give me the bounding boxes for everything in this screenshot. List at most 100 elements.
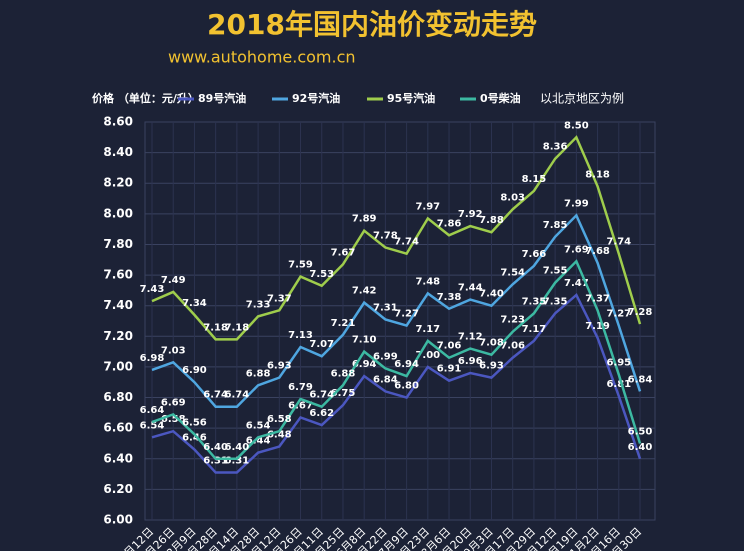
data-label: 6.64 — [140, 405, 165, 416]
data-label: 6.44 — [246, 436, 271, 447]
data-label: 7.00 — [415, 350, 440, 361]
y-tick-label: 7.60 — [103, 268, 133, 282]
data-label: 8.03 — [500, 192, 525, 203]
data-label: 6.58 — [161, 414, 186, 425]
data-label: 7.07 — [309, 339, 334, 350]
data-label: 6.93 — [479, 361, 504, 372]
data-label: 7.18 — [225, 322, 250, 333]
data-label: 6.58 — [267, 414, 292, 425]
y-tick-label: 7.80 — [103, 237, 133, 251]
data-label: 7.49 — [161, 275, 186, 286]
data-label: 7.42 — [352, 286, 377, 297]
data-label: 6.88 — [331, 368, 356, 379]
data-label: 6.31 — [225, 456, 250, 467]
y-tick-label: 7.20 — [103, 329, 133, 343]
data-label: 7.33 — [246, 299, 271, 310]
data-label: 6.80 — [394, 381, 419, 392]
data-label: 6.95 — [606, 358, 631, 369]
data-label: 6.54 — [140, 420, 165, 431]
data-label: 7.69 — [564, 244, 589, 255]
data-label: 7.40 — [479, 289, 504, 300]
data-label: 7.17 — [415, 324, 440, 335]
data-label: 7.18 — [203, 322, 228, 333]
data-label: 7.74 — [606, 237, 631, 248]
data-label: 7.06 — [500, 341, 525, 352]
chart-subtitle: www.autohome.com.cn — [168, 48, 356, 67]
data-label: 7.68 — [585, 246, 610, 257]
data-label: 7.27 — [606, 309, 631, 320]
data-label: 6.93 — [267, 361, 292, 372]
chart-title: 2018年国内油价变动走势 — [207, 8, 537, 41]
data-label: 7.27 — [394, 309, 419, 320]
data-label: 7.48 — [415, 276, 440, 287]
series-line — [151, 213, 642, 408]
data-label: 7.85 — [543, 220, 568, 231]
data-label: 7.37 — [267, 293, 292, 304]
legend-label: 92号汽油 — [292, 91, 340, 105]
data-label: 7.37 — [585, 293, 610, 304]
data-label: 6.50 — [628, 426, 653, 437]
data-label: 7.28 — [628, 307, 653, 318]
data-label: 6.99 — [373, 351, 398, 362]
data-label: 6.31 — [203, 456, 228, 467]
y-tick-label: 8.40 — [103, 145, 133, 159]
data-label: 7.92 — [458, 209, 483, 220]
data-label: 8.50 — [564, 120, 589, 131]
data-label: 7.44 — [458, 283, 483, 294]
y-tick-label: 6.20 — [103, 482, 133, 496]
y-tick-label: 7.00 — [103, 359, 133, 373]
data-label: 7.66 — [522, 249, 547, 260]
data-label: 6.74 — [203, 390, 228, 401]
data-label: 7.13 — [288, 330, 313, 341]
data-label: 7.23 — [500, 315, 525, 326]
data-label: 6.75 — [331, 388, 356, 399]
data-label: 7.19 — [585, 321, 610, 332]
data-label: 7.21 — [331, 318, 356, 329]
data-label: 6.94 — [352, 359, 377, 370]
data-label: 7.08 — [479, 338, 504, 349]
data-label: 6.94 — [394, 359, 419, 370]
data-label: 7.10 — [352, 335, 377, 346]
data-label: 7.43 — [140, 284, 165, 295]
data-label: 6.54 — [246, 420, 271, 431]
data-label: 6.98 — [140, 353, 165, 364]
data-label: 6.40 — [225, 442, 250, 453]
data-label: 7.47 — [564, 278, 589, 289]
legend-label: 95号汽油 — [387, 91, 435, 105]
data-label: 7.38 — [437, 292, 462, 303]
data-label: 6.79 — [288, 382, 313, 393]
data-label: 7.59 — [288, 260, 313, 271]
data-label: 7.35 — [522, 296, 547, 307]
legend-label: 89号汽油 — [198, 91, 246, 105]
data-label: 7.74 — [394, 237, 419, 248]
data-label: 6.84 — [373, 374, 398, 385]
data-label: 6.84 — [628, 374, 653, 385]
data-label: 7.03 — [161, 345, 186, 356]
data-label: 6.46 — [182, 433, 207, 444]
y-axis-label: 价格 （单位：元/升） — [92, 91, 199, 105]
y-tick-label: 8.20 — [103, 176, 133, 190]
data-label: 7.34 — [182, 298, 207, 309]
data-label: 6.40 — [628, 442, 653, 453]
data-label: 6.40 — [203, 442, 228, 453]
data-label: 6.88 — [246, 368, 271, 379]
annotation: 以北京地区为例 — [540, 92, 624, 106]
y-tick-label: 8.00 — [103, 206, 133, 220]
data-label: 6.90 — [182, 365, 207, 376]
y-tick-label: 6.00 — [103, 513, 133, 527]
data-label: 6.74 — [309, 390, 334, 401]
y-tick-label: 6.60 — [103, 421, 133, 435]
data-label: 7.88 — [479, 215, 504, 226]
data-label: 6.96 — [458, 356, 483, 367]
data-label: 7.35 — [543, 296, 568, 307]
data-label: 6.56 — [182, 417, 207, 428]
data-label: 6.74 — [225, 390, 250, 401]
data-label: 6.69 — [161, 397, 186, 408]
data-label: 6.67 — [288, 400, 313, 411]
legend-label: 0号柴油 — [480, 91, 521, 105]
series-line — [151, 259, 642, 461]
data-label: 8.18 — [585, 169, 610, 180]
data-label: 6.81 — [606, 379, 631, 390]
data-label: 7.99 — [564, 198, 589, 209]
